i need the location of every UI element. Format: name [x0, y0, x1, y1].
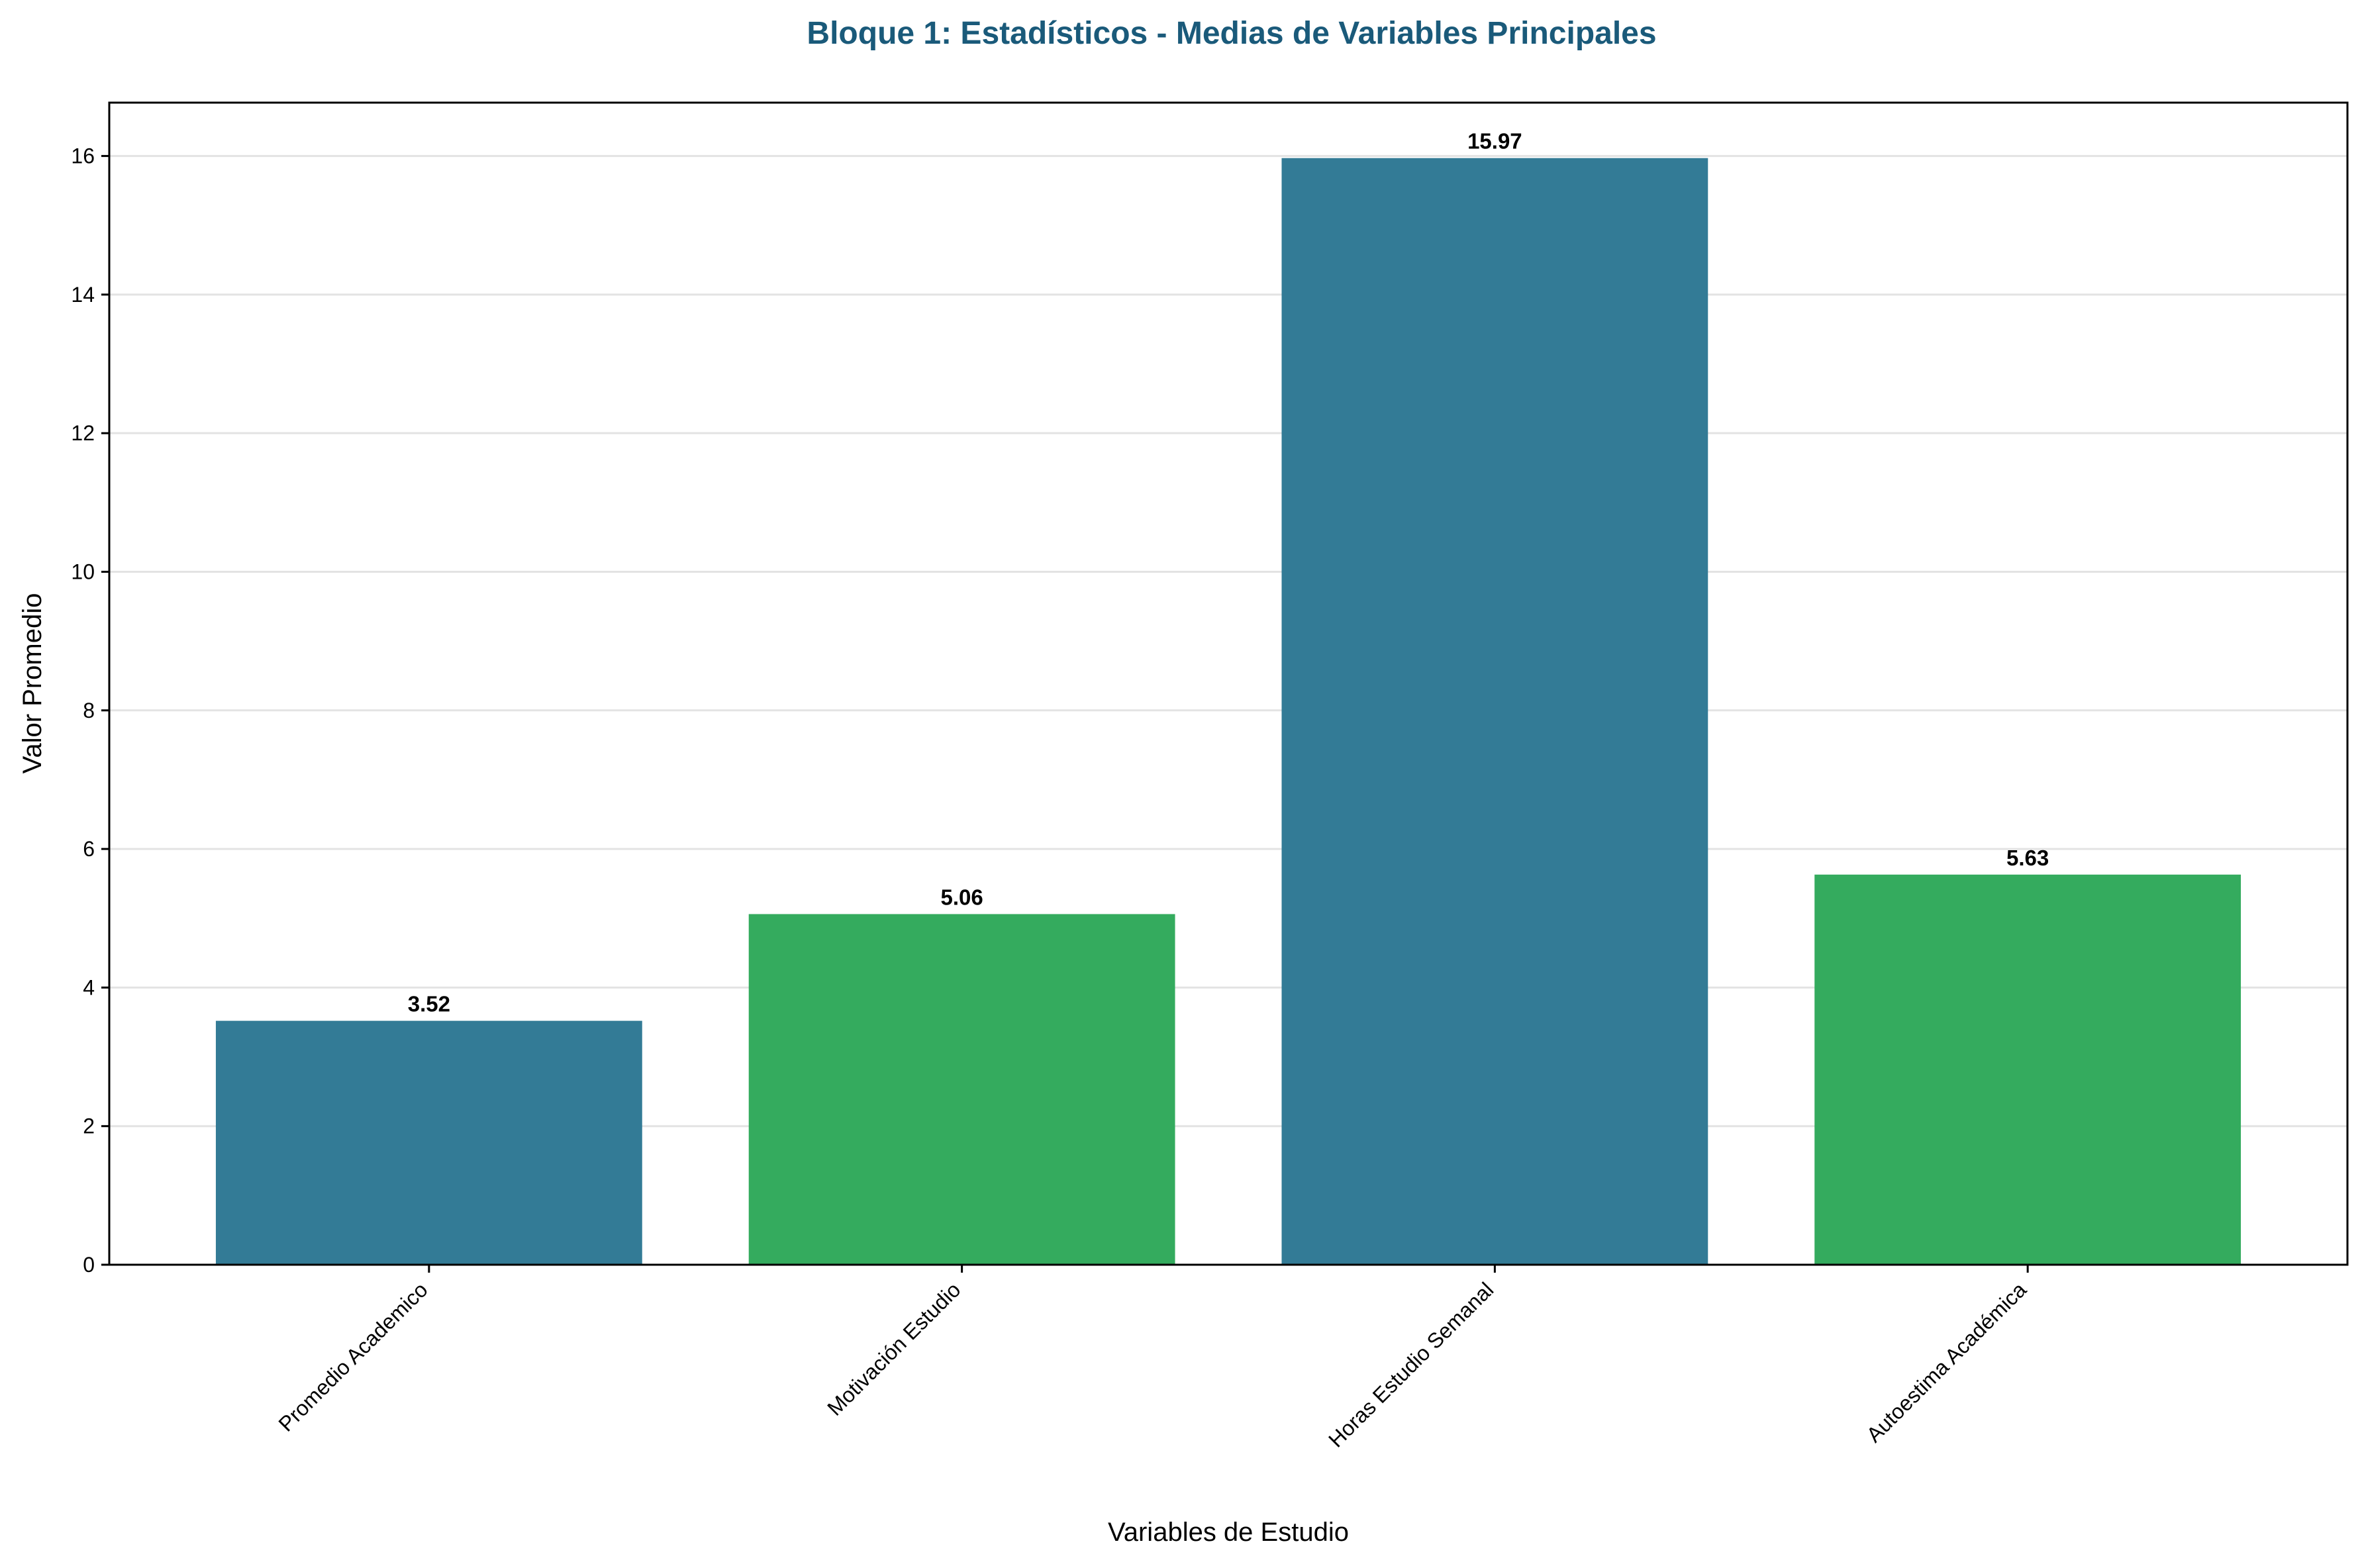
y-tick-label: 10	[71, 560, 95, 583]
bar-value-label: 3.52	[408, 992, 450, 1016]
bar-1	[215, 1020, 642, 1265]
bars	[215, 158, 2241, 1265]
y-tick-label: 0	[83, 1253, 95, 1277]
chart-title: Bloque 1: Estadísticos - Medias de Varia…	[807, 16, 1656, 51]
gridlines	[109, 155, 2347, 1128]
bar-2	[748, 914, 1175, 1265]
y-tick-label: 12	[71, 421, 95, 445]
y-tick-label: 14	[71, 283, 95, 307]
y-axis-label: Valor Promedio	[18, 593, 47, 774]
bar-3	[1281, 158, 1708, 1265]
plot-frame	[108, 101, 2349, 1266]
bar-value-label: 5.06	[941, 885, 983, 909]
x-axis-label: Variables de Estudio	[1108, 1518, 1349, 1547]
y-tick-label: 8	[83, 699, 95, 722]
bar-4	[1814, 874, 2241, 1265]
y-tick-label: 6	[83, 837, 95, 861]
y-tick-label: 16	[71, 144, 95, 168]
bar-value-label: 15.97	[1467, 129, 1522, 154]
y-axis-ticks: 0 2 4 6 8 10 12 14 16	[71, 144, 109, 1277]
y-tick-label: 4	[83, 975, 95, 999]
y-tick-label: 2	[83, 1114, 95, 1138]
data-labels: 3.52 5.06 15.97 5.63	[408, 129, 2049, 1016]
bar-value-label: 5.63	[2006, 846, 2049, 870]
